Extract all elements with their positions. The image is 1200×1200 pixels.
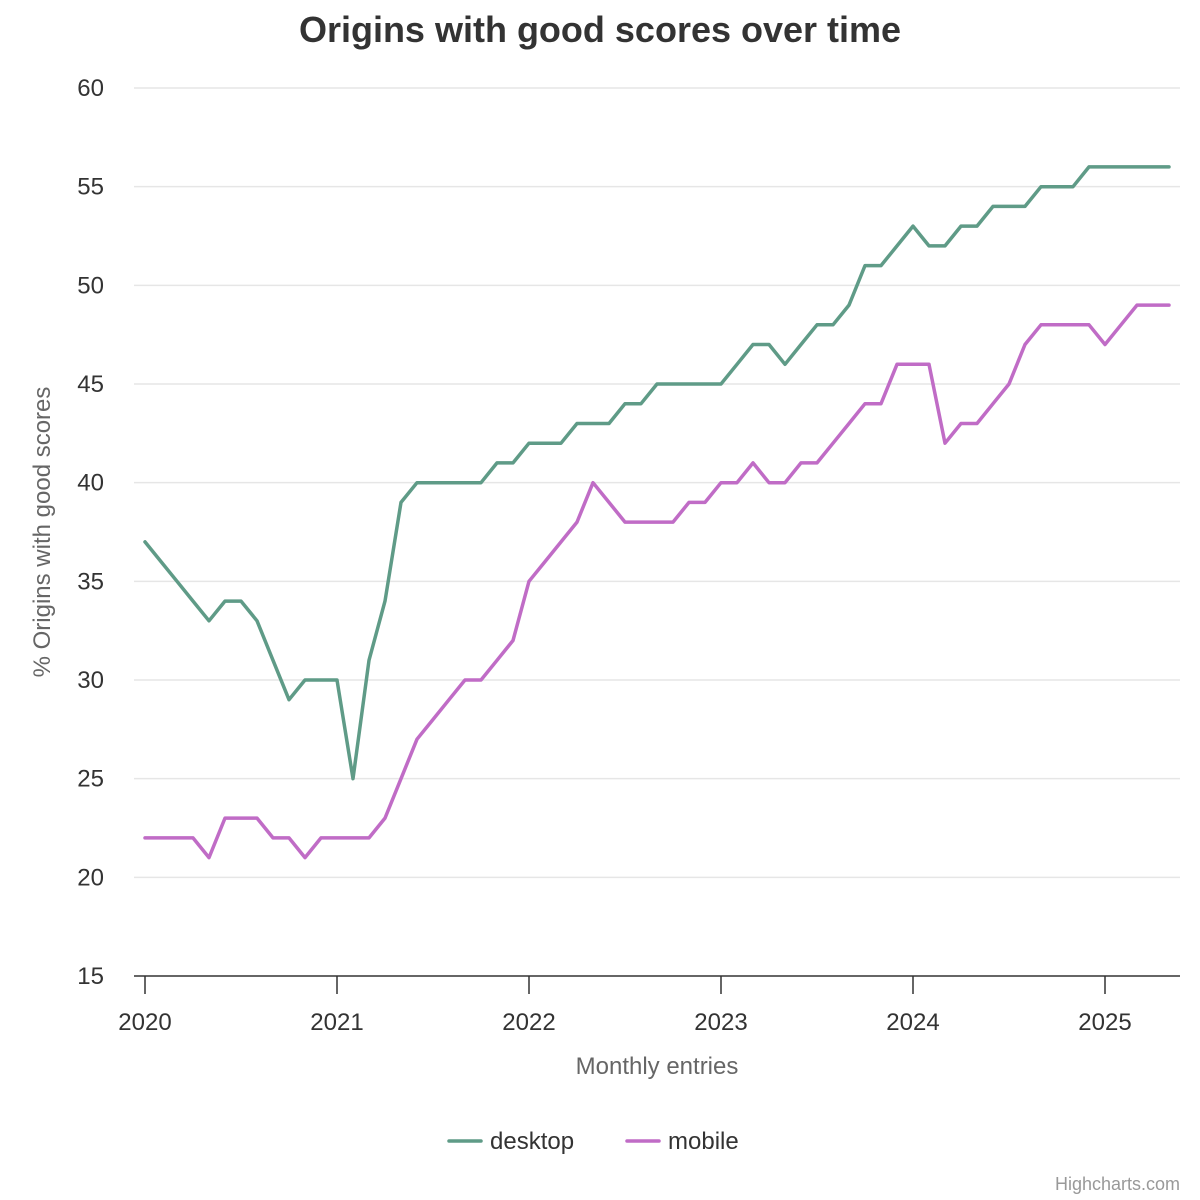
series-lines [143, 165, 1171, 860]
highcharts-credit[interactable]: Highcharts.com [1055, 1174, 1180, 1194]
y-tick-label-20: 20 [77, 864, 104, 891]
y-axis-tick-labels: 15 20 25 30 35 40 45 50 55 60 [77, 75, 104, 990]
y-tick-label-55: 55 [77, 174, 104, 201]
x-axis-title: Monthly entries [576, 1053, 739, 1080]
x-tick-label-2025: 2025 [1078, 1009, 1131, 1036]
legend-label-mobile: mobile [668, 1128, 739, 1155]
x-tick-label-2024: 2024 [886, 1009, 939, 1036]
x-tick-label-2020: 2020 [118, 1009, 171, 1036]
chart-title: Origins with good scores over time [299, 9, 901, 50]
y-tick-label-50: 50 [77, 272, 104, 299]
y-axis-title: % Origins with good scores [29, 387, 56, 678]
series-line-mobile [143, 303, 1171, 860]
legend-label-desktop: desktop [490, 1128, 574, 1155]
x-tick-label-2022: 2022 [502, 1009, 555, 1036]
x-tick-label-2023: 2023 [694, 1009, 747, 1036]
series-line-desktop [143, 165, 1171, 781]
y-tick-label-45: 45 [77, 371, 104, 398]
x-tick-label-2021: 2021 [310, 1009, 363, 1036]
legend-item-mobile[interactable]: mobile [625, 1128, 739, 1155]
y-tick-label-15: 15 [77, 963, 104, 990]
y-tick-label-30: 30 [77, 667, 104, 694]
y-tick-label-25: 25 [77, 766, 104, 793]
y-tick-label-60: 60 [77, 75, 104, 102]
legend-item-desktop[interactable]: desktop [447, 1128, 574, 1155]
legend: desktop mobile [447, 1128, 739, 1155]
y-tick-label-40: 40 [77, 470, 104, 497]
x-axis-ticks: 2020 2021 2022 2023 2024 2025 [118, 976, 1132, 1036]
y-tick-label-35: 35 [77, 568, 104, 595]
